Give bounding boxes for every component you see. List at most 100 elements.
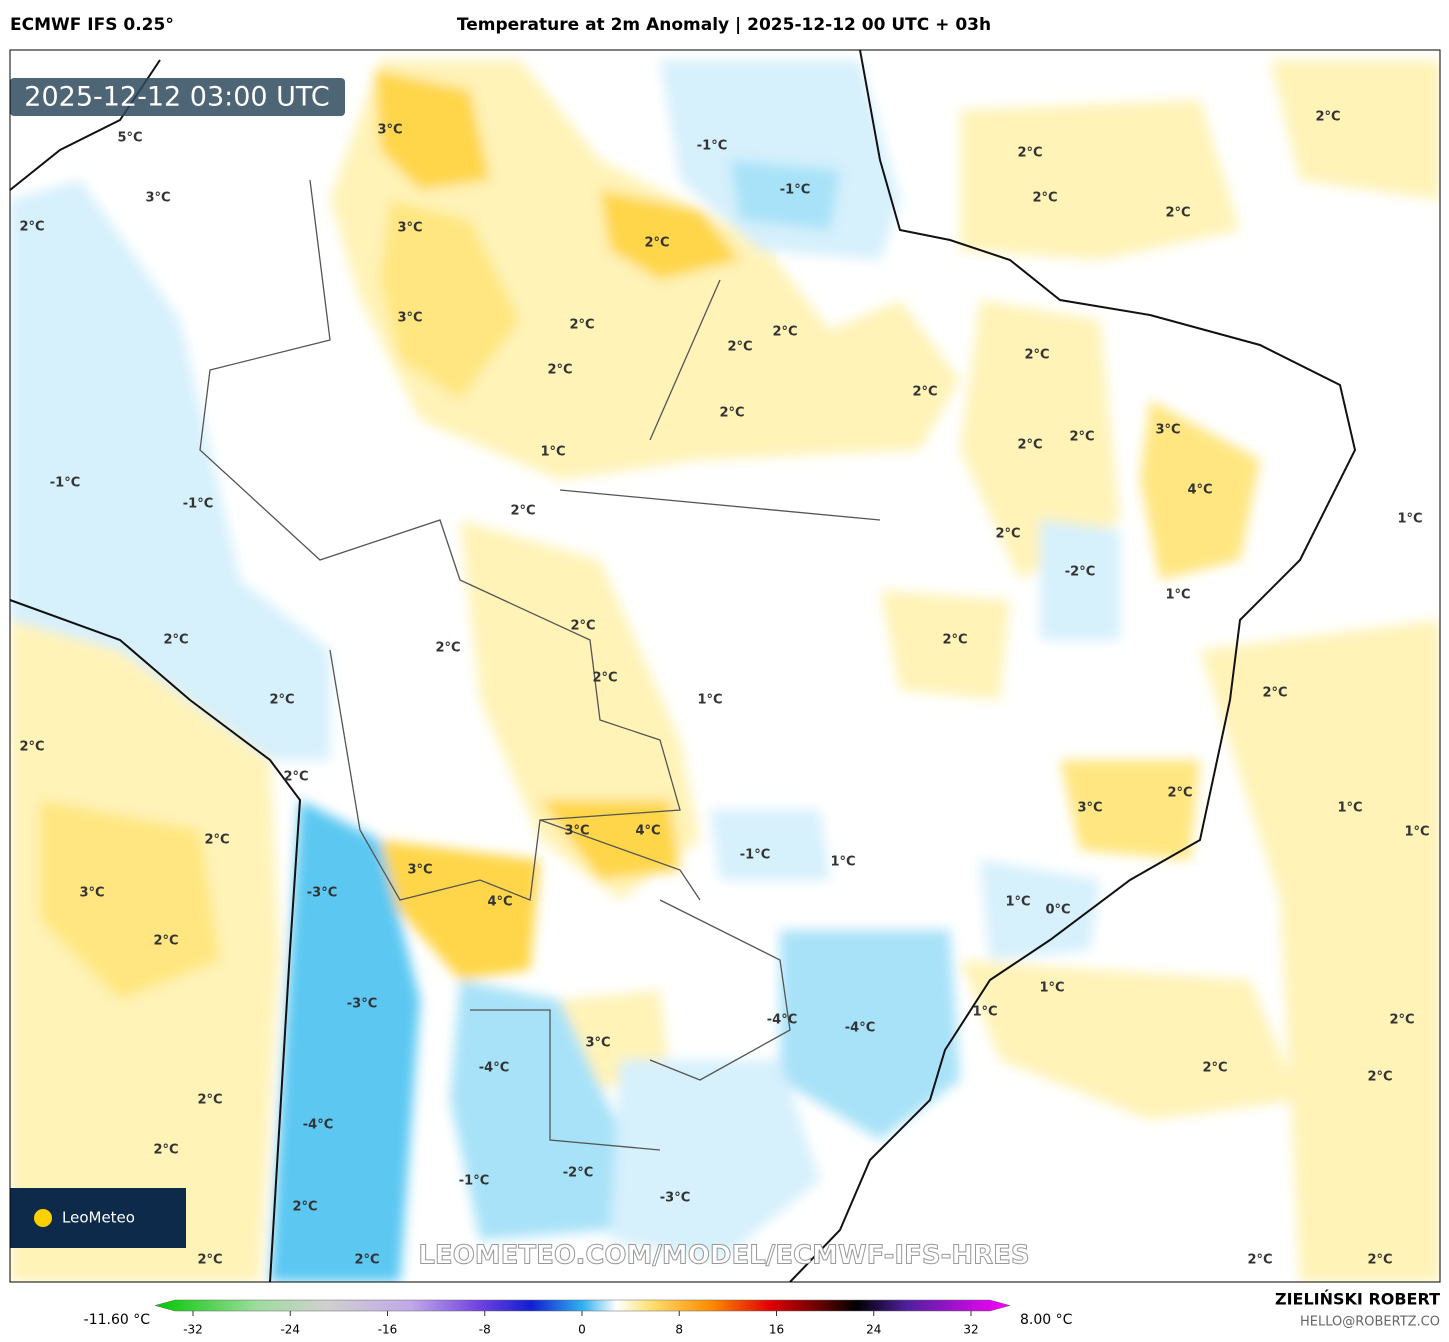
colorbar-tick-label: 8 xyxy=(675,1323,683,1337)
borders xyxy=(199,179,881,1151)
anomaly-label: -1°C xyxy=(740,848,770,863)
colorbar xyxy=(154,1299,1011,1312)
anomaly-label: 2°C xyxy=(1202,1061,1227,1076)
anomaly-label: 2°C xyxy=(510,504,535,519)
anomaly-label: 3°C xyxy=(79,886,104,901)
anomaly-label: 3°C xyxy=(1077,801,1102,816)
anomaly-label: 2°C xyxy=(1069,430,1094,445)
anomaly-label: 2°C xyxy=(570,619,595,634)
anomaly-label: 2°C xyxy=(19,740,44,755)
anomaly-label: 2°C xyxy=(1315,110,1340,125)
anomaly-label: 1°C xyxy=(1039,981,1064,996)
timestamp-box xyxy=(10,78,345,116)
anomaly-label: 2°C xyxy=(547,363,572,378)
anomaly-label: -3°C xyxy=(660,1191,690,1206)
colorbar-ticks: -32 -24 -16 -8 0 8 16 24 32 xyxy=(183,1311,979,1337)
anomaly-label: -1°C xyxy=(697,139,727,154)
anomaly-label: -3°C xyxy=(347,997,377,1012)
anomaly-label: 2°C xyxy=(197,1093,222,1108)
anomaly-label: 2°C xyxy=(1247,1253,1272,1268)
anomaly-label: 0°C xyxy=(1045,903,1070,918)
anomaly-fields xyxy=(10,60,1440,1282)
anomaly-label: 4°C xyxy=(1187,483,1212,498)
anomaly-label: 1°C xyxy=(1404,825,1429,840)
colorbar-tick-label: -8 xyxy=(479,1323,491,1337)
anomaly-label: 2°C xyxy=(435,641,460,656)
anomaly-label: -1°C xyxy=(50,476,80,491)
logo: LeoMeteo xyxy=(62,1209,135,1227)
anomaly-label: 2°C xyxy=(592,671,617,686)
anomaly-label: -4°C xyxy=(767,1013,797,1028)
anomaly-label: 2°C xyxy=(269,693,294,708)
anomaly-label: 2°C xyxy=(163,633,188,648)
anomaly-label: 2°C xyxy=(1032,191,1057,206)
anomaly-label: 2°C xyxy=(197,1253,222,1268)
map: 2025-12-12 03:00 UTC 5°C 3°C 3°C 2°C 3°C -1°C… xyxy=(10,50,1440,1282)
anomaly-label: 1°C xyxy=(830,855,855,870)
anomaly-label: 2°C xyxy=(1262,686,1287,701)
anomaly-label: 2°C xyxy=(1017,438,1042,453)
colorbar-tick-label: -32 xyxy=(183,1323,203,1337)
colorbar-tick-label: 0 xyxy=(578,1323,586,1337)
anomaly-label: 3°C xyxy=(397,311,422,326)
colorbar-tick-label: -16 xyxy=(378,1323,398,1337)
anomaly-label: 1°C xyxy=(1397,512,1422,527)
anomaly-label: 2°C xyxy=(995,527,1020,542)
anomaly-label: 1°C xyxy=(1165,588,1190,603)
anomaly-label: 2°C xyxy=(772,325,797,340)
anomaly-label: 2°C xyxy=(912,385,937,400)
anomaly-label: 3°C xyxy=(585,1036,610,1051)
anomaly-label: 1°C xyxy=(697,693,722,708)
anomaly-label: 1°C xyxy=(540,445,565,460)
model: ECMWF IFS 0.25° xyxy=(10,15,174,35)
logo-sun xyxy=(34,1209,52,1227)
anomaly-label: 4°C xyxy=(487,895,512,910)
anomaly-label: 2°C xyxy=(153,934,178,949)
colorbar-tick-label: 32 xyxy=(963,1323,978,1337)
anomaly-label: 3°C xyxy=(397,221,422,236)
anomaly-label: 3°C xyxy=(407,863,432,878)
map-frame xyxy=(9,49,1441,1283)
anomaly-label: -4°C xyxy=(479,1061,509,1076)
anomaly-label: 2°C xyxy=(719,406,744,421)
author: ZIELIŃSKI ROBERT xyxy=(1275,1290,1440,1309)
anomaly-label: 2°C xyxy=(1024,348,1049,363)
watermark: LEOMETEO.COM/MODEL/ECMWF-IFS-HRES xyxy=(418,1241,1029,1271)
anomaly-label: 2°C xyxy=(1017,146,1042,161)
anomaly-label: 2°C xyxy=(1367,1253,1392,1268)
anomaly-label: 2°C xyxy=(1367,1070,1392,1085)
anomaly-label: -4°C xyxy=(303,1118,333,1133)
anomaly-label: 1°C xyxy=(1005,895,1030,910)
anomaly-label: 2°C xyxy=(354,1253,379,1268)
anomaly-label: 4°C xyxy=(635,824,660,839)
anomaly-label: 3°C xyxy=(145,191,170,206)
anomaly-label: 3°C xyxy=(377,123,402,138)
title: Temperature at 2m Anomaly | 2025-12-12 0… xyxy=(457,15,991,35)
anomaly-label: -2°C xyxy=(1065,565,1095,580)
anomaly-label: -1°C xyxy=(780,183,810,198)
anomaly-label: 2°C xyxy=(283,770,308,785)
timestamp: 2025-12-12 03:00 UTC xyxy=(24,82,329,113)
anomaly-label: 2°C xyxy=(1167,786,1192,801)
colorbar-min: -11.60 °C xyxy=(84,1312,151,1328)
anomaly-label: 2°C xyxy=(19,220,44,235)
colorbar-max: 8.00 °C xyxy=(1020,1312,1073,1328)
anomaly-label: 1°C xyxy=(972,1005,997,1020)
anomaly-label: 2°C xyxy=(204,833,229,848)
colorbar-tick-label: 24 xyxy=(866,1323,881,1337)
anomaly-label: 2°C xyxy=(569,318,594,333)
anomaly-label: 2°C xyxy=(727,340,752,355)
email: HELLO@ROBERTZ.CO xyxy=(1300,1315,1440,1330)
anomaly-label: -1°C xyxy=(183,497,213,512)
anomaly-label: 2°C xyxy=(1165,206,1190,221)
anomaly-label: 2°C xyxy=(292,1200,317,1215)
anomaly-label: 2°C xyxy=(153,1143,178,1158)
anomaly-label: 2°C xyxy=(942,633,967,648)
anomaly-label: -2°C xyxy=(563,1166,593,1181)
anomaly-label: 3°C xyxy=(1155,423,1180,438)
anomaly-label: 1°C xyxy=(1337,801,1362,816)
anomaly-label: 5°C xyxy=(117,131,142,146)
anomaly-label: -1°C xyxy=(459,1174,489,1189)
anomaly-label: -3°C xyxy=(307,886,337,901)
